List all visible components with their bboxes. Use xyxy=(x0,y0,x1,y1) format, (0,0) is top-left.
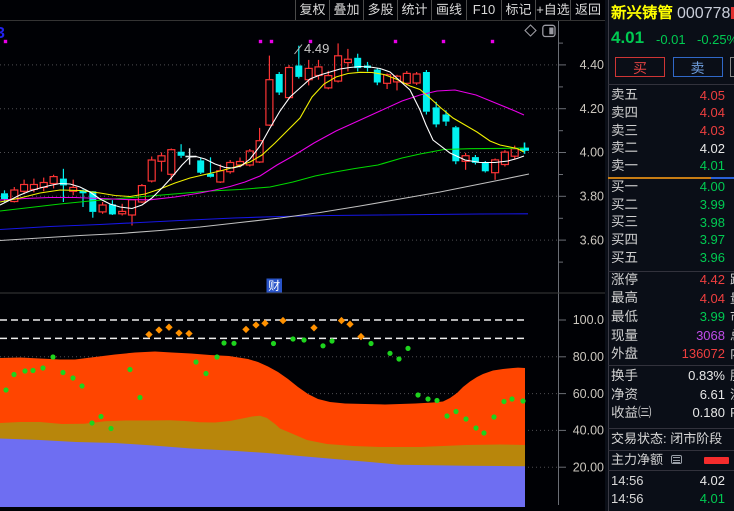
svg-text:20.00: 20.00 xyxy=(573,460,604,474)
svg-text:80.00: 80.00 xyxy=(573,350,604,364)
svg-text:100.0: 100.0 xyxy=(573,313,604,327)
svg-text:财: 财 xyxy=(268,277,280,294)
svg-text:4.00: 4.00 xyxy=(580,146,604,160)
svg-text:60.00: 60.00 xyxy=(573,387,604,401)
svg-text:3.80: 3.80 xyxy=(580,190,604,204)
svg-text:4.40: 4.40 xyxy=(580,58,604,72)
svg-text:3: 3 xyxy=(0,25,5,42)
svg-text:4.49: 4.49 xyxy=(304,41,329,56)
svg-text:4.20: 4.20 xyxy=(580,102,604,116)
svg-text:3.60: 3.60 xyxy=(580,233,604,247)
svg-text:40.00: 40.00 xyxy=(573,424,604,438)
